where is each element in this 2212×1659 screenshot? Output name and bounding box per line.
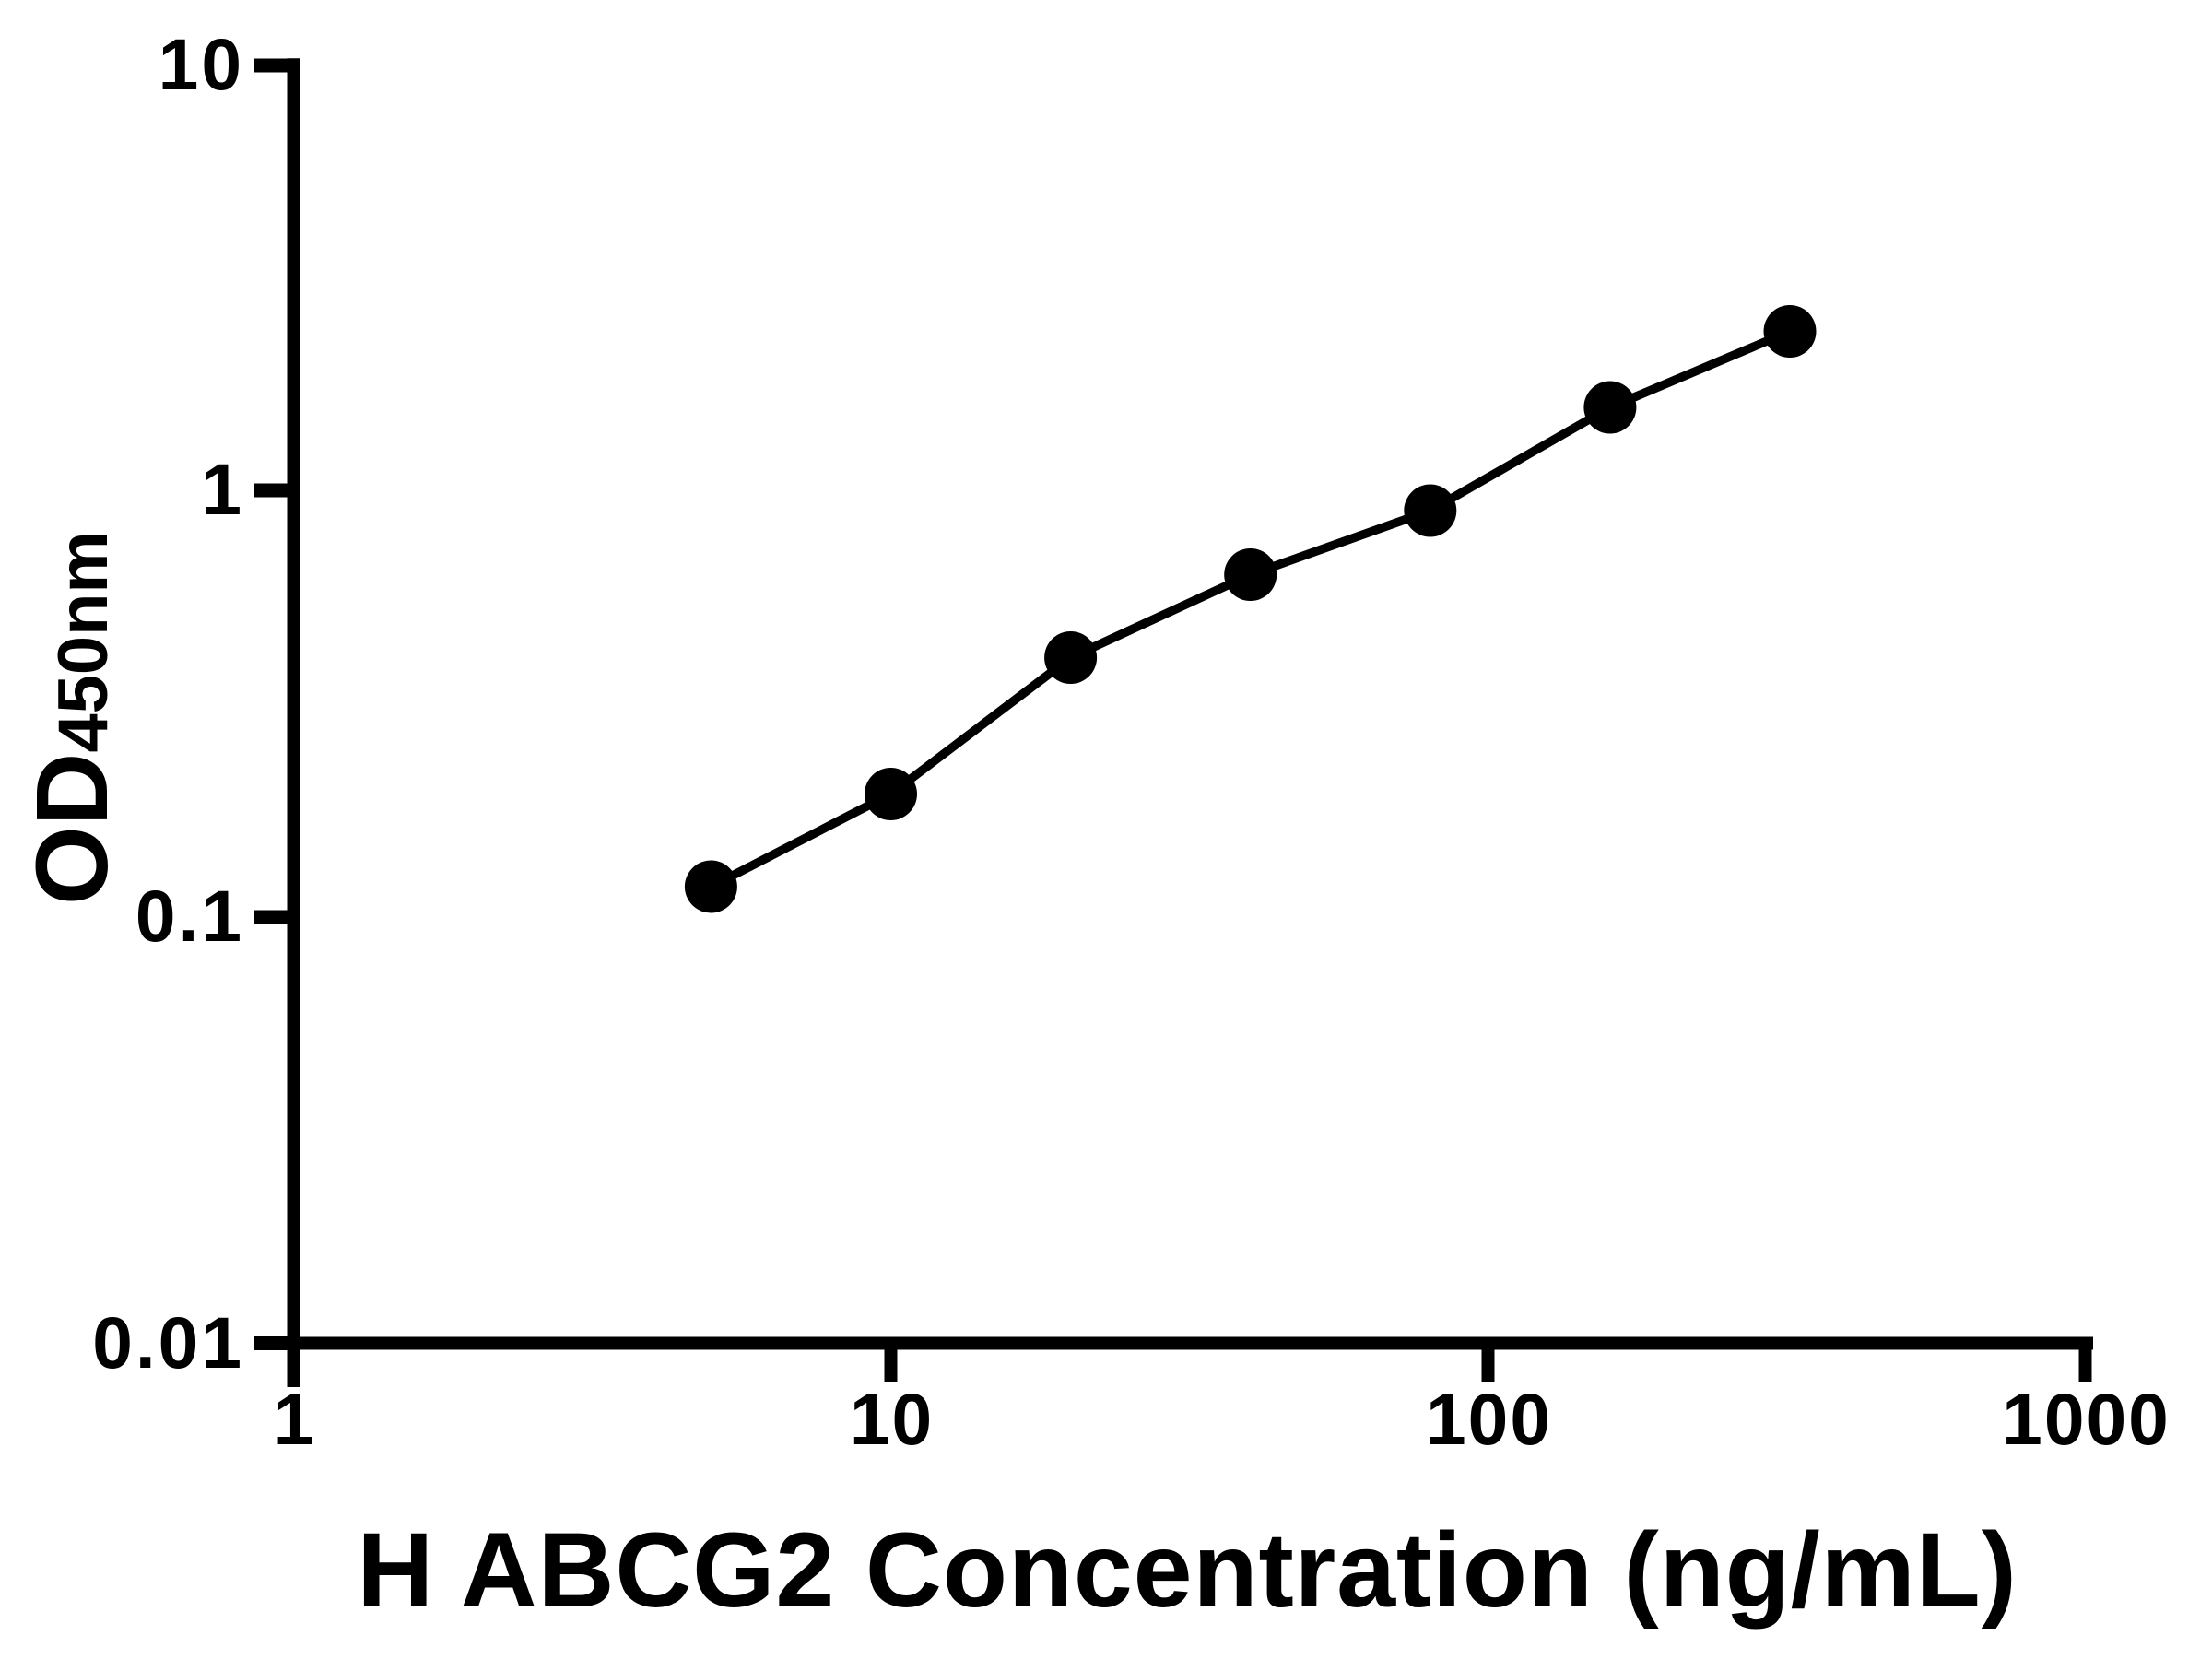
svg-text:1: 1 — [274, 1379, 316, 1460]
svg-text:0.1: 0.1 — [135, 876, 244, 957]
svg-text:1000: 1000 — [2002, 1379, 2171, 1460]
svg-text:10: 10 — [850, 1379, 934, 1460]
svg-text:1: 1 — [201, 449, 244, 530]
svg-text:100: 100 — [1426, 1379, 1552, 1460]
svg-text:10: 10 — [159, 24, 244, 105]
svg-text:OD450nm: OD450nm — [16, 531, 129, 905]
svg-text:0.01: 0.01 — [92, 1302, 244, 1383]
svg-text:H ABCG2 Concentration (ng/mL): H ABCG2 Concentration (ng/mL) — [357, 1512, 2017, 1630]
